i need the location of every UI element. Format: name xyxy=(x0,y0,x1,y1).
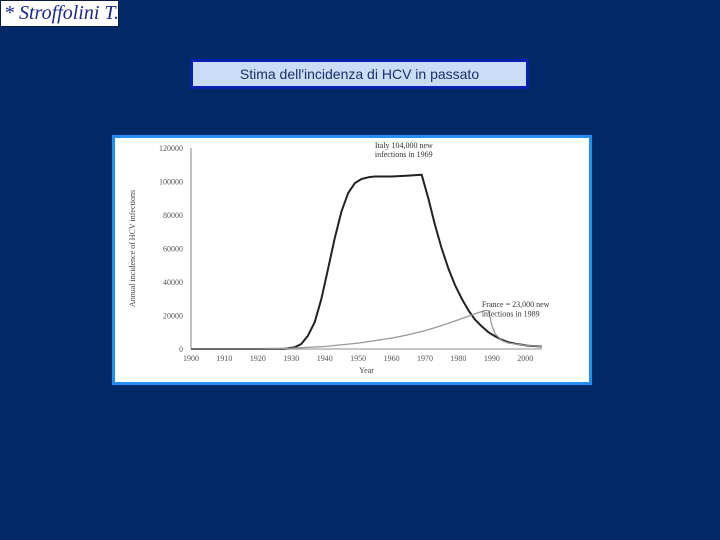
chart-annotation: France = 23,000 new xyxy=(482,300,550,309)
y-axis-title: Annual incidence of HCV infections xyxy=(128,190,137,307)
x-tick-label: 1900 xyxy=(183,354,199,363)
series-line-france xyxy=(191,309,543,350)
chart-frame: 0 20000 40000 60000 80000 100000 120000 1900 19… xyxy=(112,135,592,385)
slide-title-box: Stima dell'incidenza di HCV in passato xyxy=(190,59,529,89)
y-tick-label: 80000 xyxy=(163,211,183,220)
author-label: * Stroffolini T. xyxy=(4,2,120,24)
y-tick-label: 40000 xyxy=(163,278,183,287)
x-tick-label: 1980 xyxy=(450,354,466,363)
chart-series xyxy=(191,173,543,350)
x-tick-label: 1920 xyxy=(250,354,266,363)
x-tick-label: 2000 xyxy=(517,354,533,363)
y-tick-label: 60000 xyxy=(163,245,183,254)
x-tick-labels: 1900 1910 1920 1930 1940 1950 1960 1970 1980 1990… xyxy=(183,354,533,363)
y-tick-label: 120000 xyxy=(159,144,183,153)
x-tick-label: 1910 xyxy=(216,354,232,363)
y-tick-labels: 0 20000 40000 60000 80000 100000 120000 xyxy=(159,144,183,354)
chart-annotation: Italy 104,000 new xyxy=(375,141,433,150)
y-tick-label: 20000 xyxy=(163,312,183,321)
x-tick-label: 1970 xyxy=(417,354,433,363)
x-tick-label: 1990 xyxy=(484,354,500,363)
chart-annotation: infections in 1969 xyxy=(375,150,433,159)
slide-title: Stima dell'incidenza di HCV in passato xyxy=(239,66,480,82)
y-tick-label: 0 xyxy=(179,345,183,354)
x-tick-label: 1930 xyxy=(283,354,299,363)
x-tick-label: 1960 xyxy=(384,354,400,363)
x-tick-label: 1940 xyxy=(317,354,333,363)
y-tick-label: 100000 xyxy=(159,178,183,187)
series-line-italy xyxy=(191,173,543,350)
chart-annotation: infections in 1989 xyxy=(482,309,540,318)
x-tick-label: 1950 xyxy=(350,354,366,363)
x-axis-title: Year xyxy=(359,366,374,375)
author-label-box: * Stroffolini T. xyxy=(0,0,119,27)
